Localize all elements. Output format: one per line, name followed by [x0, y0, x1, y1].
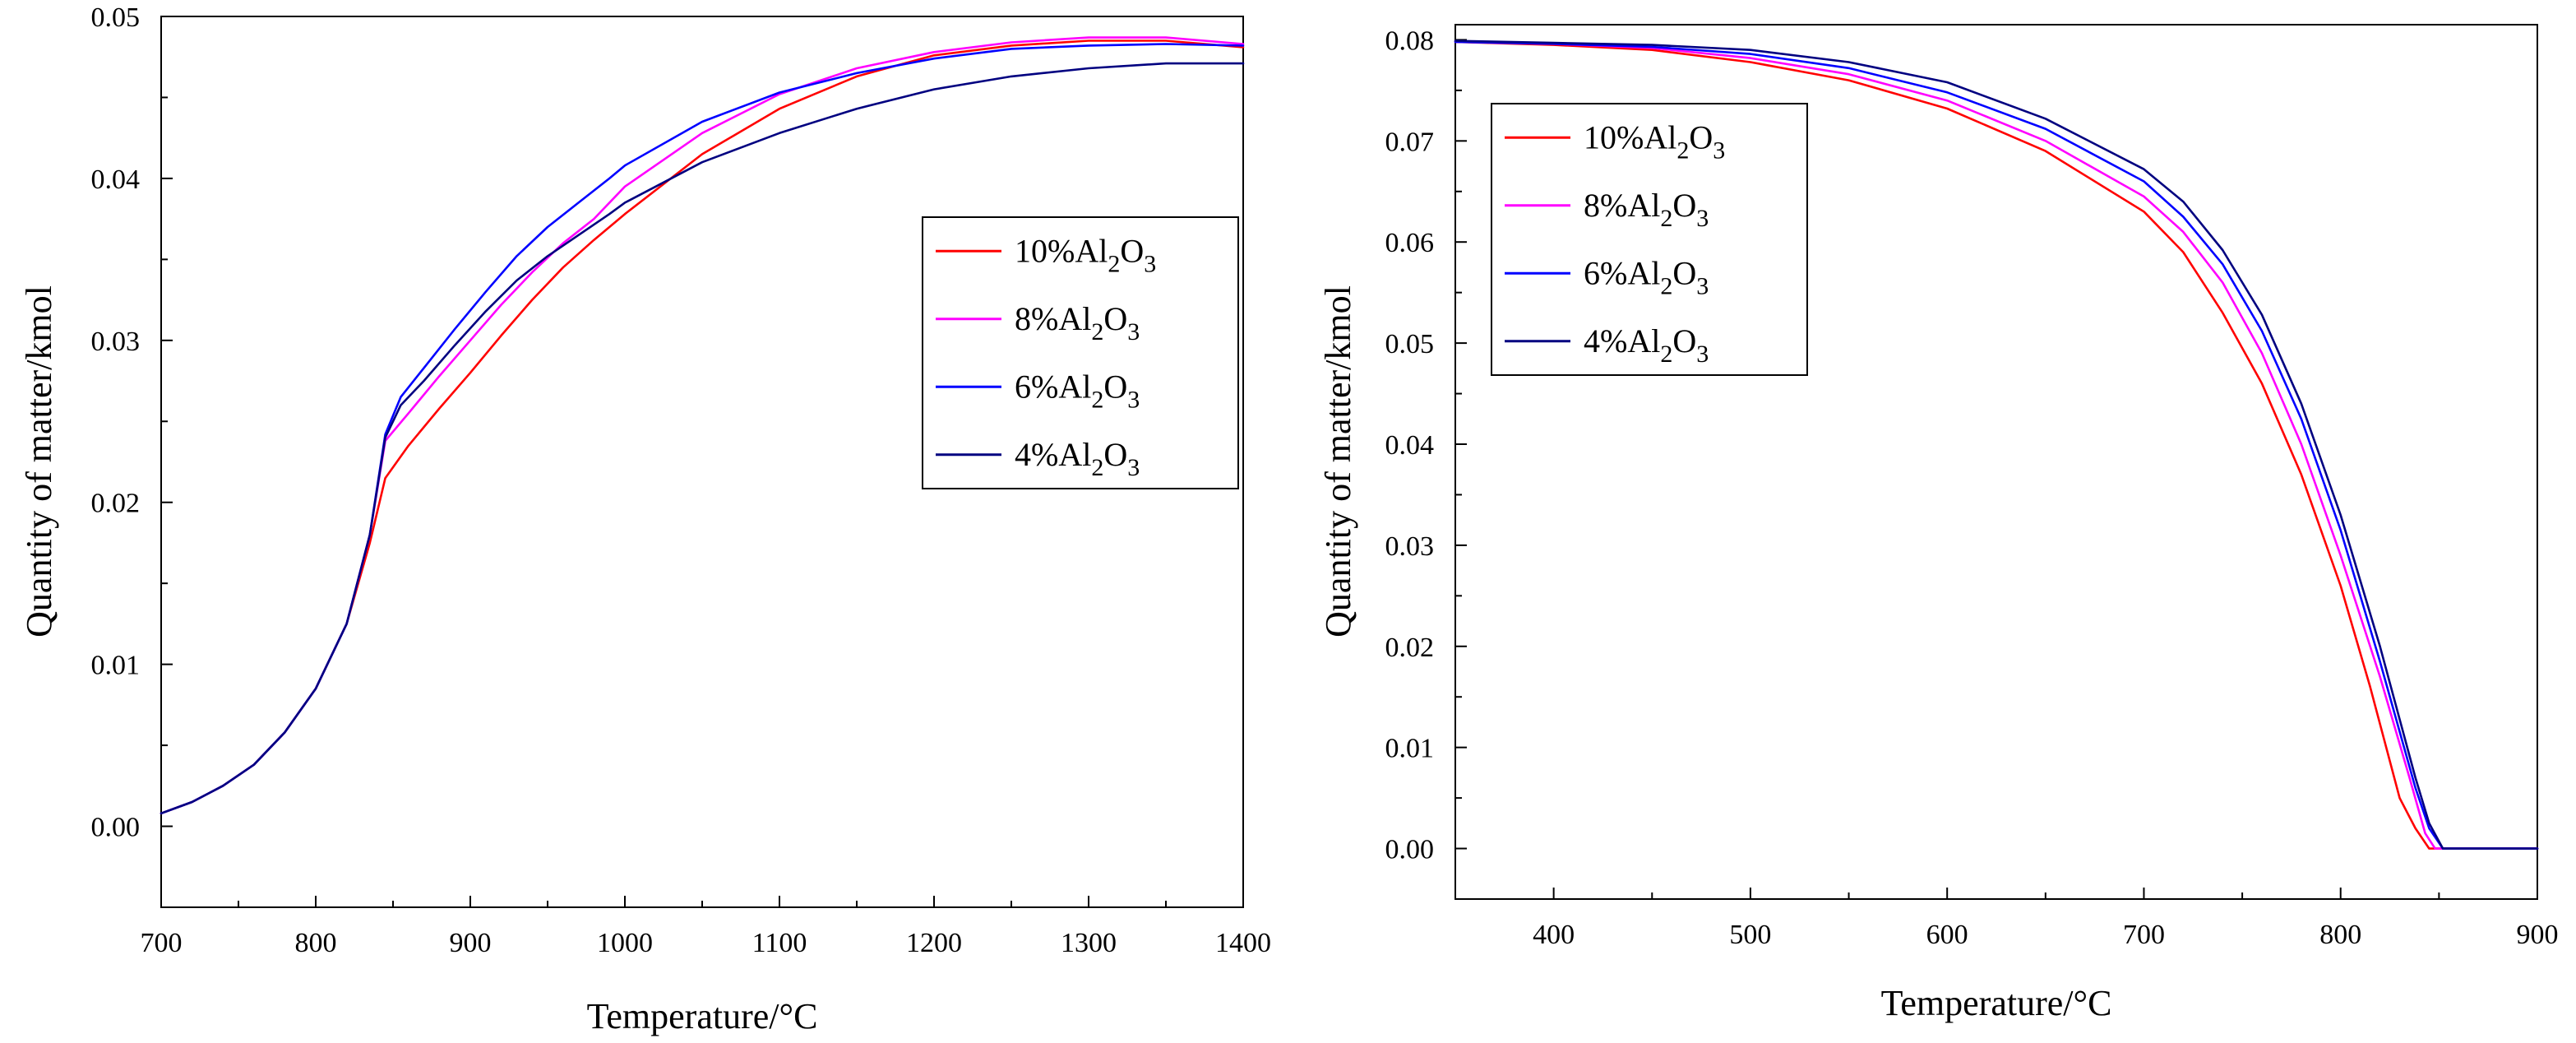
- right-legend-label-4: 4%Al2O3: [1584, 322, 1709, 368]
- right-y-tick-label: 0.00: [1385, 835, 1435, 865]
- left-series-group: [160, 36, 1245, 815]
- left-y-axis-label: Quantity of matter/kmol: [19, 285, 59, 637]
- left-x-tick-label: 1100: [752, 928, 807, 958]
- right-x-tick-label: 800: [2319, 920, 2361, 950]
- left-x-tick-label: 1200: [906, 928, 962, 958]
- right-series-line-4: [1454, 39, 2539, 850]
- left-x-tick-label: 1000: [597, 928, 653, 958]
- right-y-tick-label: 0.01: [1385, 734, 1435, 764]
- left-x-tick-label: 700: [141, 928, 183, 958]
- right-legend-label-1: 10%Al2O3: [1584, 118, 1725, 164]
- right-x-tick-label: 400: [1533, 920, 1575, 950]
- left-legend-label-4: 4%Al2O3: [1015, 436, 1140, 481]
- right-y-tick-label: 0.02: [1385, 633, 1435, 663]
- left-legend-label-2: 8%Al2O3: [1015, 300, 1140, 345]
- right-x-tick-label: 900: [2517, 920, 2559, 950]
- left-y-tick-label: 0.02: [91, 489, 141, 519]
- right-legend-box: [1491, 103, 1808, 376]
- right-y-tick-label: 0.04: [1385, 430, 1435, 461]
- right-y-tick-label: 0.03: [1385, 531, 1435, 562]
- right-legend-label-2: 8%Al2O3: [1584, 187, 1709, 232]
- right-y-tick-label: 0.07: [1385, 127, 1435, 157]
- left-x-tick-label: 1400: [1215, 928, 1271, 958]
- left-legend-label-1: 10%Al2O3: [1015, 232, 1156, 277]
- chart-left: 700 800 900 1000 1100 1200 1300 1400 0.00 0.01 0.0…: [19, 2, 1271, 1036]
- right-x-tick-label: 600: [1926, 920, 1968, 950]
- left-axis-ticks: 700 800 900 1000 1100 1200 1300 1400 0.00 0.01 0.0…: [91, 2, 1272, 958]
- right-y-tick-label: 0.05: [1385, 329, 1435, 359]
- right-axis-ticks: 400 500 600 700 800 900 0.00 0.01 0.02 0.03 0.04 0.…: [1385, 25, 2559, 950]
- left-x-tick-label: 900: [450, 928, 492, 958]
- right-y-axis-label: Quantity of matter/kmol: [1318, 285, 1358, 637]
- left-legend-box: [922, 216, 1239, 489]
- right-series-line-3: [1454, 40, 2539, 850]
- right-legend-label-3: 6%Al2O3: [1584, 254, 1709, 299]
- chart-right: 400 500 600 700 800 900 0.00 0.01 0.02 0.03 0.04 0.…: [1318, 24, 2559, 1023]
- left-y-tick-label: 0.04: [91, 165, 141, 195]
- left-x-axis-label: Temperature/°C: [587, 996, 818, 1036]
- right-series-line-2: [1454, 40, 2539, 850]
- right-y-tick-label: 0.08: [1385, 25, 1435, 56]
- right-plot-frame: [1454, 24, 2538, 900]
- left-legend-label-3: 6%Al2O3: [1015, 368, 1140, 413]
- left-legend: 10%Al2O3 8%Al2O3 6%Al2O3 4%Al2O3: [922, 216, 1239, 489]
- right-series-group: [1454, 39, 2539, 850]
- right-x-tick-label: 700: [2123, 920, 2165, 950]
- right-x-tick-label: 500: [1729, 920, 1771, 950]
- left-x-tick-label: 1300: [1061, 928, 1117, 958]
- left-y-tick-label: 0.00: [91, 813, 141, 843]
- left-y-tick-label: 0.03: [91, 327, 141, 357]
- right-series-line-1: [1454, 40, 2539, 850]
- left-y-tick-label: 0.05: [91, 2, 141, 33]
- right-y-tick-label: 0.06: [1385, 228, 1435, 258]
- left-series-line-4: [160, 62, 1245, 815]
- right-legend: 10%Al2O3 8%Al2O3 6%Al2O3 4%Al2O3: [1491, 103, 1808, 376]
- left-y-tick-label: 0.01: [91, 651, 141, 681]
- right-x-axis-label: Temperature/°C: [1881, 983, 2112, 1023]
- left-x-tick-label: 800: [295, 928, 337, 958]
